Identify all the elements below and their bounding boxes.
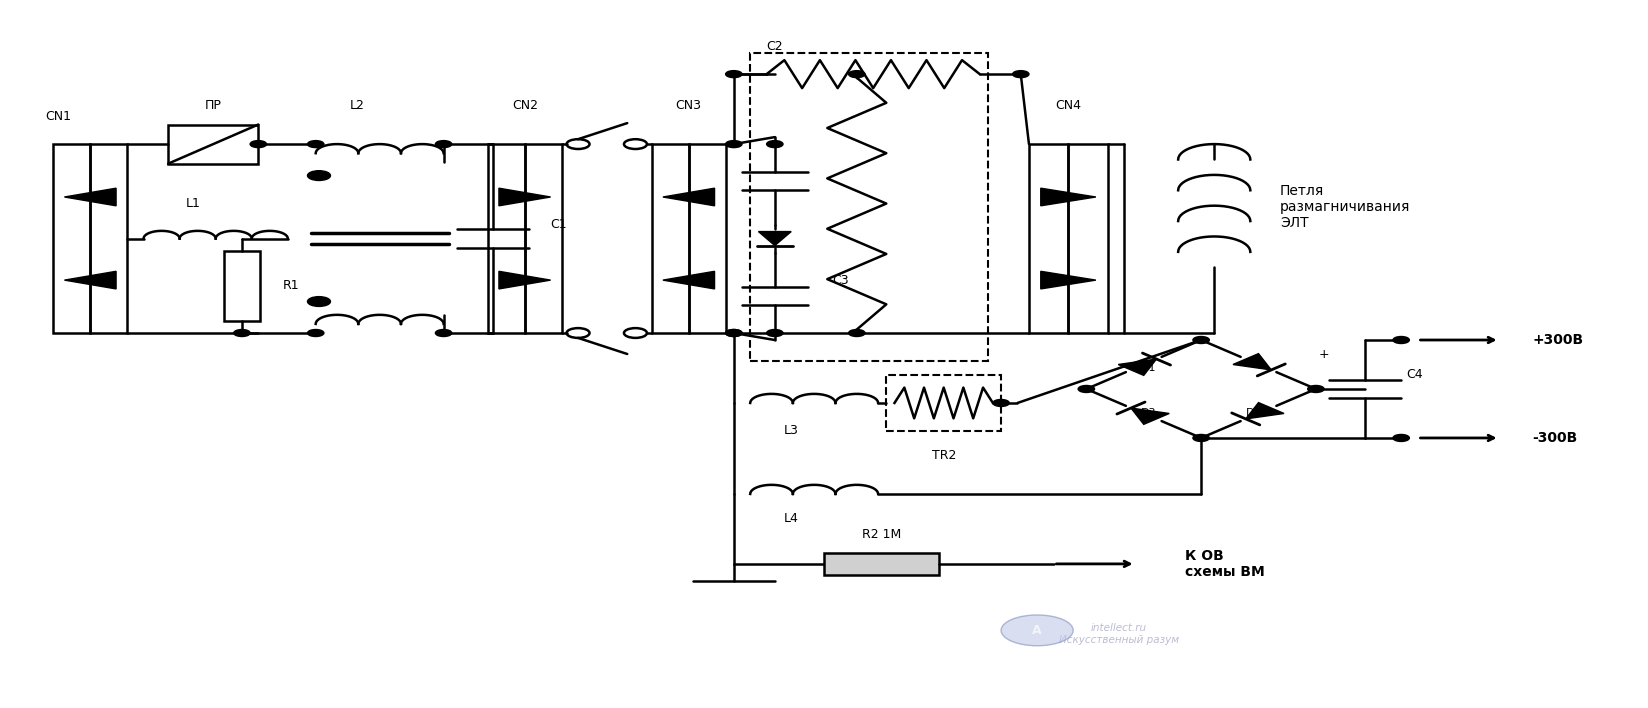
Text: D1: D1 xyxy=(1140,363,1157,373)
Text: К ОВ
схемы ВМ: К ОВ схемы ВМ xyxy=(1185,549,1264,579)
Bar xyxy=(653,144,689,333)
Text: CN2: CN2 xyxy=(513,99,537,112)
Bar xyxy=(168,125,259,164)
Circle shape xyxy=(308,297,331,307)
Polygon shape xyxy=(1246,403,1284,419)
Circle shape xyxy=(766,329,783,336)
Polygon shape xyxy=(662,188,715,206)
Text: R1: R1 xyxy=(283,279,300,292)
Text: C2: C2 xyxy=(766,40,783,52)
Circle shape xyxy=(435,141,452,147)
Circle shape xyxy=(1309,385,1323,392)
Bar xyxy=(524,144,562,333)
Text: ПР: ПР xyxy=(204,99,222,112)
Circle shape xyxy=(435,329,452,336)
Polygon shape xyxy=(64,188,115,206)
Circle shape xyxy=(725,329,742,336)
Circle shape xyxy=(308,171,331,181)
Circle shape xyxy=(725,141,742,147)
Bar xyxy=(887,375,1000,431)
Bar xyxy=(53,144,91,333)
Text: +300В: +300В xyxy=(1533,333,1584,347)
Text: C1: C1 xyxy=(550,218,567,231)
Bar xyxy=(224,251,260,321)
Text: D3: D3 xyxy=(1140,409,1157,418)
Bar xyxy=(1028,144,1068,333)
Circle shape xyxy=(1193,435,1210,442)
Text: C4: C4 xyxy=(1406,368,1422,382)
Circle shape xyxy=(234,329,250,336)
Text: R2 1M: R2 1M xyxy=(862,528,901,541)
Circle shape xyxy=(1078,385,1094,392)
Circle shape xyxy=(1193,336,1210,343)
Text: D2: D2 xyxy=(1246,360,1261,370)
Polygon shape xyxy=(499,271,550,289)
Text: A: A xyxy=(1032,624,1042,637)
Circle shape xyxy=(849,71,865,78)
Text: L1: L1 xyxy=(185,197,199,210)
Polygon shape xyxy=(1131,408,1168,424)
Circle shape xyxy=(1012,71,1028,78)
Polygon shape xyxy=(758,232,791,246)
Circle shape xyxy=(250,141,267,147)
Bar xyxy=(91,144,127,333)
Text: L2: L2 xyxy=(349,99,364,112)
Text: +: + xyxy=(1318,348,1330,360)
Text: C3: C3 xyxy=(832,274,849,287)
Circle shape xyxy=(308,141,325,147)
Circle shape xyxy=(725,329,742,336)
Text: CN1: CN1 xyxy=(44,110,71,122)
Polygon shape xyxy=(1233,353,1271,370)
Circle shape xyxy=(992,399,1009,406)
Text: Петля
размагничивания
ЭЛТ: Петля размагничивания ЭЛТ xyxy=(1280,184,1411,230)
Circle shape xyxy=(1393,435,1409,442)
Circle shape xyxy=(725,71,742,78)
Polygon shape xyxy=(1042,271,1096,289)
Circle shape xyxy=(1393,336,1409,343)
Circle shape xyxy=(1000,615,1073,646)
Polygon shape xyxy=(662,271,715,289)
Circle shape xyxy=(766,141,783,147)
Polygon shape xyxy=(499,188,550,206)
Bar xyxy=(1068,144,1107,333)
Text: L3: L3 xyxy=(784,425,799,438)
Bar xyxy=(824,553,939,575)
Polygon shape xyxy=(1119,359,1157,375)
Circle shape xyxy=(849,329,865,336)
Circle shape xyxy=(308,329,325,336)
Bar xyxy=(488,144,524,333)
Polygon shape xyxy=(64,271,115,289)
Text: TR2: TR2 xyxy=(931,449,956,462)
Polygon shape xyxy=(1042,188,1096,206)
Text: CN3: CN3 xyxy=(676,99,702,112)
Text: L4: L4 xyxy=(784,512,799,525)
Text: CN4: CN4 xyxy=(1055,99,1081,112)
Bar xyxy=(689,144,725,333)
Text: -300В: -300В xyxy=(1533,431,1577,445)
Text: D4: D4 xyxy=(1246,409,1261,418)
Bar xyxy=(750,53,987,361)
Text: intellect.ru
Искусственный разум: intellect.ru Искусственный разум xyxy=(1060,623,1180,645)
